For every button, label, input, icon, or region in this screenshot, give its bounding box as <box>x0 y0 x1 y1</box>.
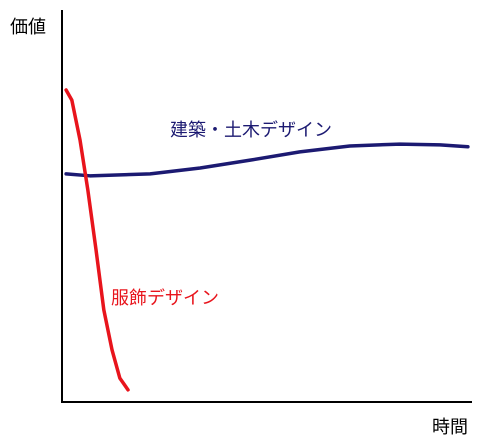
y-axis-label: 価値 <box>10 17 46 38</box>
x-axis-label: 時間 <box>432 417 468 438</box>
series-line <box>64 88 130 392</box>
series-line <box>64 142 470 178</box>
series-label: 服飾デザイン <box>111 288 219 309</box>
series-label: 建築・土木デザイン <box>170 120 332 141</box>
